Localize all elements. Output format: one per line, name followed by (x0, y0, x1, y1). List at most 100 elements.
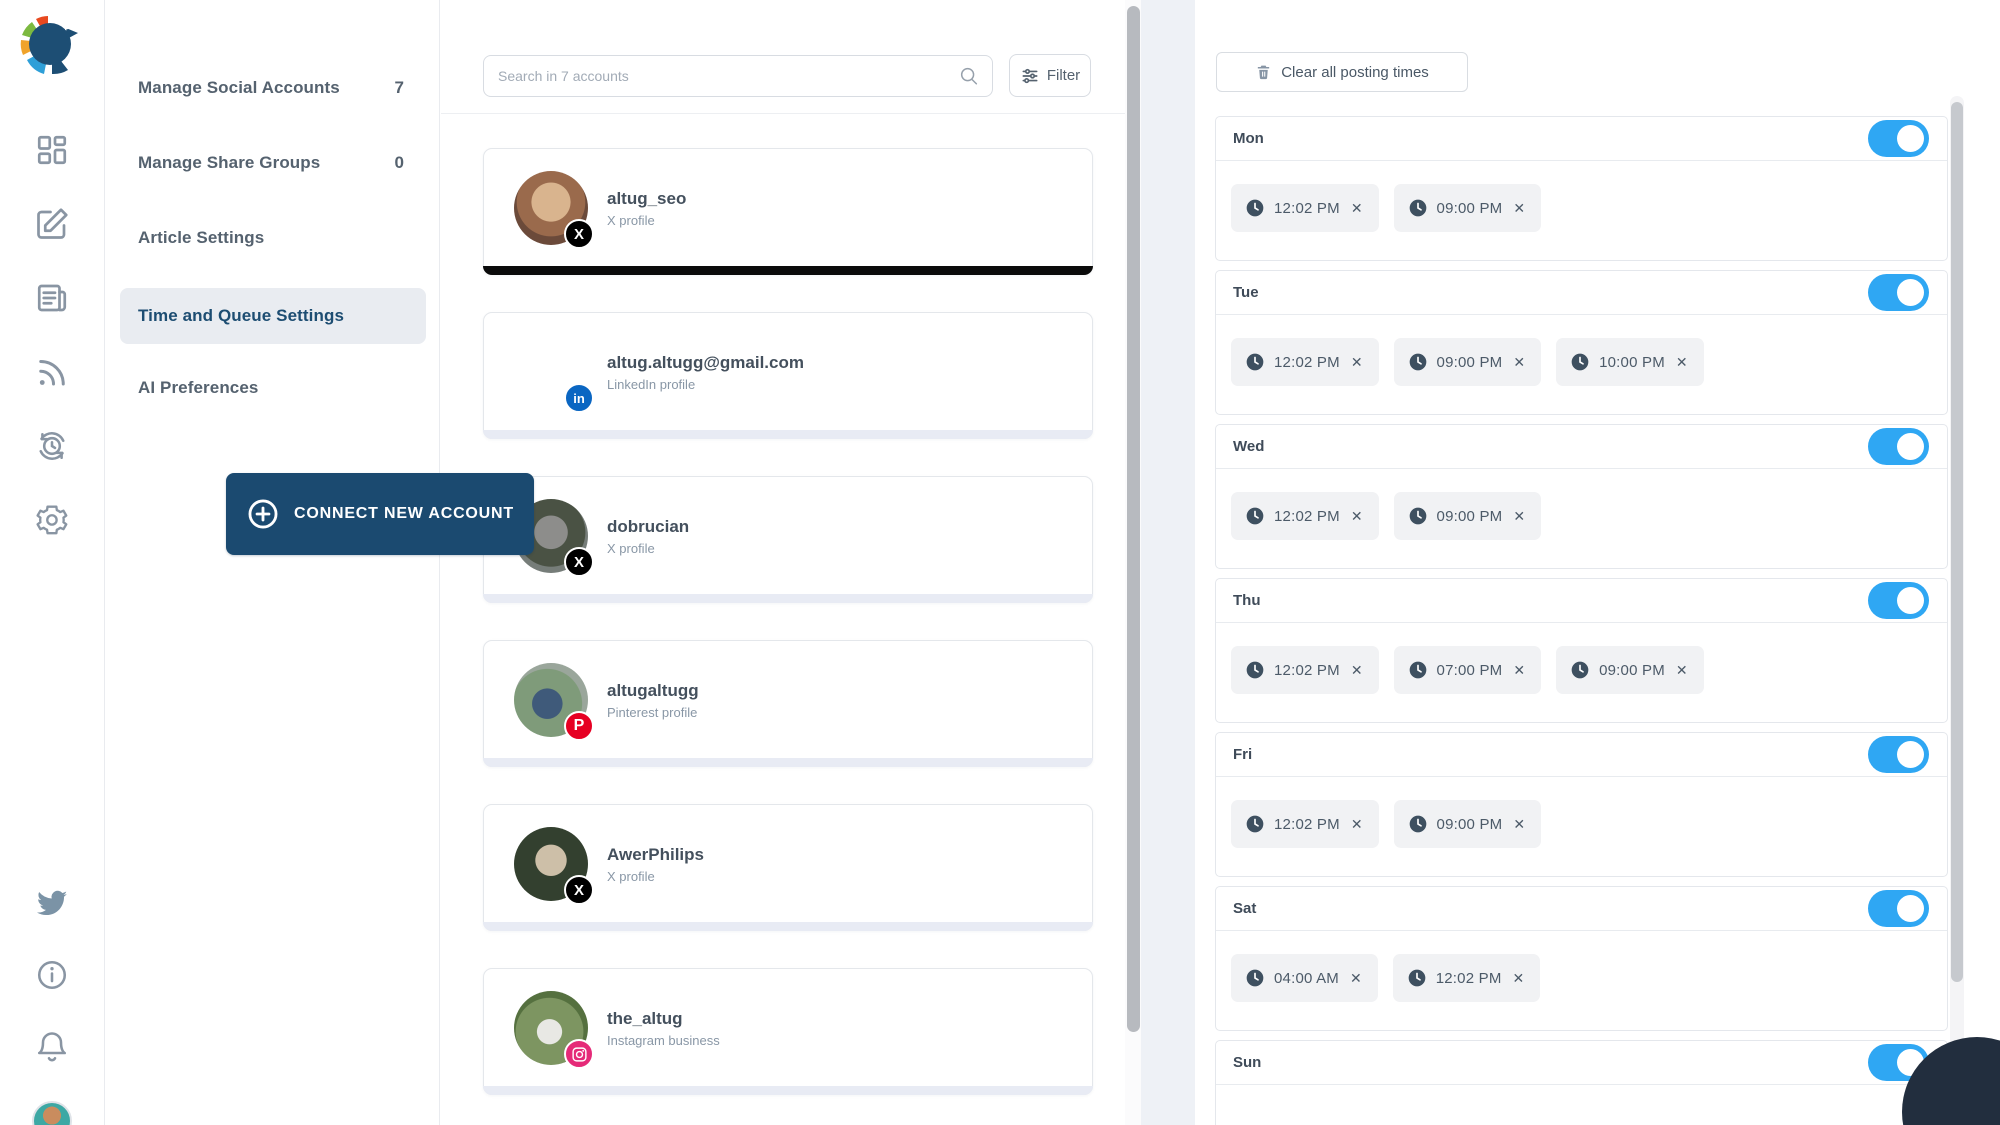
posting-time-chip: 10:00 PM ✕ (1556, 338, 1704, 386)
day-enabled-toggle[interactable] (1868, 120, 1929, 157)
account-card[interactable]: X AwerPhilips X profile (483, 804, 1093, 931)
sidebar-item-manage-social-accounts[interactable]: Manage Social Accounts 7 (120, 60, 426, 116)
accounts-scrollbar-thumb[interactable] (1127, 6, 1140, 1032)
clock-icon (1570, 660, 1590, 680)
user-avatar[interactable] (32, 1101, 72, 1125)
day-label: Wed (1233, 438, 1265, 455)
posting-time-chip: 09:00 PM ✕ (1393, 492, 1542, 540)
remove-time-icon[interactable]: ✕ (1349, 969, 1362, 986)
x-badge-icon: X (564, 219, 594, 249)
account-card[interactable]: the_altug Instagram business (483, 968, 1093, 1095)
remove-time-icon[interactable]: ✕ (1513, 199, 1526, 216)
remove-time-icon[interactable]: ✕ (1350, 661, 1363, 678)
posting-time-chips: 12:02 PM ✕ 09:00 PM ✕ (1216, 777, 1947, 848)
account-search-input[interactable] (484, 68, 958, 84)
posting-time-chip: 09:00 PM ✕ (1556, 646, 1704, 694)
sidebar-item-article-settings[interactable]: Article Settings (120, 210, 426, 266)
settings-gear-icon[interactable] (34, 502, 70, 538)
day-card-mon: Mon 12:02 PM ✕ 09:00 PM ✕ (1215, 116, 1948, 261)
day-card-sun: Sun (1215, 1040, 1948, 1125)
x-badge-icon: X (564, 547, 594, 577)
twitter-icon[interactable] (34, 885, 70, 921)
panel-gutter (1141, 0, 1195, 1125)
schedule-scrollbar-thumb[interactable] (1951, 102, 1963, 982)
plus-circle-icon (246, 497, 280, 531)
clock-icon (1407, 968, 1427, 988)
sidebar-item-time-and-queue-settings[interactable]: Time and Queue Settings (120, 288, 426, 344)
posting-time-chip: 09:00 PM ✕ (1393, 184, 1542, 232)
day-label: Mon (1233, 130, 1264, 147)
remove-time-icon[interactable]: ✕ (1675, 661, 1688, 678)
remove-time-icon[interactable]: ✕ (1513, 507, 1526, 524)
posting-time-value: 10:00 PM (1599, 353, 1665, 371)
accounts-search-row: Filter (441, 0, 1125, 114)
circleboom-logo[interactable] (16, 12, 82, 78)
instagram-badge-icon (564, 1039, 594, 1069)
posting-time-value: 12:02 PM (1274, 661, 1340, 679)
day-enabled-toggle[interactable] (1868, 736, 1929, 773)
connect-new-account-button[interactable]: CONNECT NEW ACCOUNT (226, 473, 534, 555)
posting-time-chips: 12:02 PM ✕ 09:00 PM ✕ 10:00 PM ✕ (1216, 315, 1947, 386)
search-icon[interactable] (958, 65, 980, 87)
account-avatar: P (514, 663, 594, 741)
rss-feed-icon[interactable] (34, 354, 70, 390)
account-name: dobrucian (607, 516, 690, 536)
remove-time-icon[interactable]: ✕ (1513, 353, 1526, 370)
dashboard-icon[interactable] (34, 132, 70, 168)
account-card[interactable]: X dobrucian X profile (483, 476, 1093, 603)
trash-icon (1255, 63, 1272, 81)
account-selection-bar (483, 758, 1093, 767)
account-card[interactable]: P altugaltugg Pinterest profile (483, 640, 1093, 767)
clear-all-posting-times-button[interactable]: Clear all posting times (1216, 52, 1468, 92)
remove-time-icon[interactable]: ✕ (1513, 661, 1526, 678)
remove-time-icon[interactable]: ✕ (1350, 199, 1363, 216)
posting-time-value: 12:02 PM (1274, 815, 1340, 833)
day-label: Fri (1233, 746, 1253, 763)
filter-button[interactable]: Filter (1009, 54, 1091, 97)
sidebar-menu-item-count: 0 (394, 153, 404, 172)
account-type: LinkedIn profile (607, 376, 696, 392)
posting-time-chips: 12:02 PM ✕ 09:00 PM ✕ (1216, 161, 1947, 232)
posting-time-chip: 07:00 PM ✕ (1393, 646, 1542, 694)
filter-sliders-icon (1020, 66, 1040, 86)
posting-time-chip: 12:02 PM ✕ (1231, 184, 1379, 232)
info-icon[interactable] (34, 957, 70, 993)
posting-time-chip: 04:00 AM ✕ (1231, 954, 1378, 1002)
clock-icon (1245, 660, 1265, 680)
day-card-fri: Fri 12:02 PM ✕ 09:00 PM ✕ (1215, 732, 1948, 877)
posting-time-chips (1216, 1085, 1947, 1108)
day-label: Sun (1233, 1054, 1262, 1071)
day-enabled-toggle[interactable] (1868, 274, 1929, 311)
account-avatar: in (514, 335, 594, 413)
day-enabled-toggle[interactable] (1868, 428, 1929, 465)
schedule-scrollbar-track (1950, 96, 1964, 1125)
posting-time-chip: 12:02 PM ✕ (1392, 954, 1541, 1002)
account-selection-bar (483, 266, 1093, 275)
account-name: altugaltugg (607, 680, 699, 700)
account-selection-bar (483, 1086, 1093, 1095)
remove-time-icon[interactable]: ✕ (1675, 353, 1688, 370)
compose-icon[interactable] (34, 206, 70, 242)
remove-time-icon[interactable]: ✕ (1350, 507, 1363, 524)
queue-time-icon[interactable] (34, 428, 70, 464)
articles-icon[interactable] (34, 280, 70, 316)
day-enabled-toggle[interactable] (1868, 890, 1929, 927)
icon-rail (0, 0, 105, 1125)
remove-time-icon[interactable]: ✕ (1350, 353, 1363, 370)
posting-time-chips: 04:00 AM ✕ 12:02 PM ✕ (1216, 931, 1947, 1002)
sidebar-item-ai-preferences[interactable]: AI Preferences (120, 360, 426, 416)
posting-time-chips: 12:02 PM ✕ 07:00 PM ✕ 09:00 PM ✕ (1216, 623, 1947, 694)
posting-time-chip: 12:02 PM ✕ (1231, 800, 1379, 848)
account-card[interactable]: in altug.altugg@gmail.com LinkedIn profi… (483, 312, 1093, 439)
clock-icon (1570, 352, 1590, 372)
remove-time-icon[interactable]: ✕ (1512, 969, 1525, 986)
sidebar-item-manage-share-groups[interactable]: Manage Share Groups 0 (120, 135, 426, 191)
day-enabled-toggle[interactable] (1868, 582, 1929, 619)
account-avatar (514, 991, 594, 1069)
remove-time-icon[interactable]: ✕ (1513, 815, 1526, 832)
notifications-bell-icon[interactable] (34, 1029, 70, 1065)
account-card[interactable]: X altug_seo X profile (483, 148, 1093, 275)
clock-icon (1245, 506, 1265, 526)
remove-time-icon[interactable]: ✕ (1350, 815, 1363, 832)
account-name: altug_seo (607, 188, 687, 208)
